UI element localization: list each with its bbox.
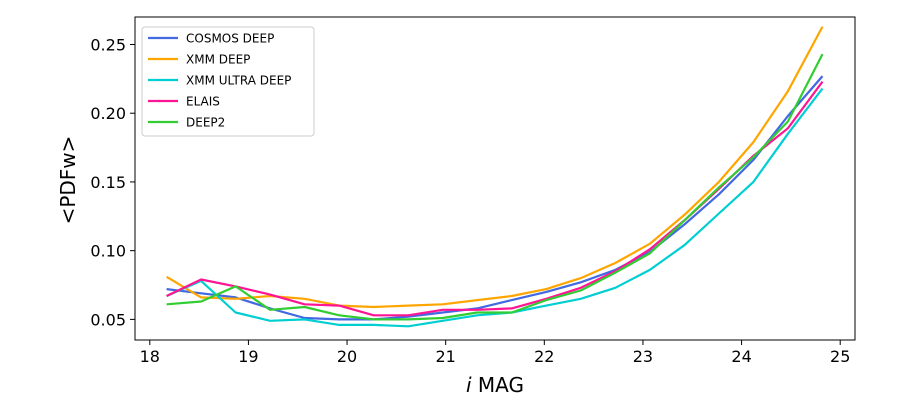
legend-label: XMM ULTRA DEEP: [186, 74, 291, 88]
x-tick-label: 21: [436, 347, 456, 366]
x-tick-label: 23: [633, 347, 653, 366]
legend-label: ELAIS: [186, 95, 220, 109]
legend-label: COSMOS DEEP: [186, 32, 274, 46]
x-axis: 18 19 20 21 22 23 24 25: [140, 340, 850, 366]
x-tick-label: 24: [731, 347, 751, 366]
x-tick-label: 18: [140, 347, 160, 366]
x-tick-label: 22: [534, 347, 554, 366]
y-axis-title: <PDFw>: [56, 136, 80, 225]
legend: COSMOS DEEP XMM DEEP XMM ULTRA DEEP ELAIS DE…: [141, 26, 315, 137]
x-axis-title-italic: i: [466, 373, 472, 397]
legend-label: DEEP2: [186, 116, 225, 130]
x-tick-label: 20: [337, 347, 357, 366]
legend-label: XMM DEEP: [186, 53, 250, 67]
legend-box: [141, 26, 315, 137]
y-axis: 0.05 0.10 0.15 0.20 0.25: [90, 35, 135, 329]
series-line-deep2: [166, 53, 824, 321]
x-axis-title: i MAG: [466, 373, 524, 397]
y-tick-label: 0.15: [90, 173, 126, 192]
y-tick-label: 0.20: [90, 104, 126, 123]
y-tick-label: 0.25: [90, 35, 126, 54]
y-tick-label: 0.10: [90, 242, 126, 261]
x-axis-title-rest: MAG: [472, 373, 524, 397]
y-tick-label: 0.05: [90, 310, 126, 329]
series-line-xmm-ultra-deep: [166, 87, 824, 328]
x-tick-label: 25: [830, 347, 850, 366]
x-tick-label: 19: [238, 347, 258, 366]
series-layer: [166, 26, 824, 328]
